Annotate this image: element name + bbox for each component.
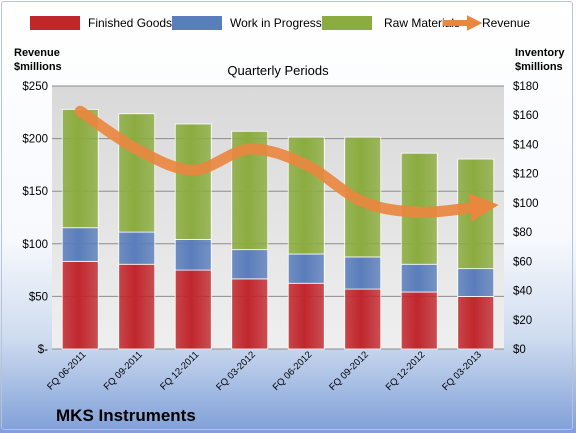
left-tick-label: $- xyxy=(38,344,48,356)
legend: Finished Goods Work in Progress Raw Mate… xyxy=(30,15,530,31)
bar-finished-goods xyxy=(174,269,212,350)
legend-swatch-work-in-progress xyxy=(172,16,222,30)
x-tick-label: FQ 12-2012 xyxy=(384,349,428,393)
right-tick-label: $60 xyxy=(513,256,532,268)
right-axis-ticks: $0 $20 $40 $60 $80 $100 $120 $140 $160 $180 xyxy=(513,81,539,356)
legend-swatch-finished-goods xyxy=(30,16,80,30)
bar-work-in-progress xyxy=(174,239,212,271)
right-tick-label: $40 xyxy=(513,286,532,298)
right-tick-label: $20 xyxy=(513,315,532,327)
company-name: MKS Instruments xyxy=(56,406,196,425)
left-tick-label: $200 xyxy=(22,134,48,146)
right-tick-label: $120 xyxy=(513,169,539,181)
bar-finished-goods xyxy=(118,263,156,350)
x-tick-label: FQ 12-2011 xyxy=(158,349,201,392)
bar-raw-materials xyxy=(61,108,99,229)
legend-label-finished-goods: Finished Goods xyxy=(88,16,172,30)
bar-finished-goods xyxy=(457,295,495,350)
revenue-series-line xyxy=(74,105,499,222)
right-axis-title-line2: $millions xyxy=(515,61,563,73)
bar-work-in-progress xyxy=(287,253,325,284)
right-axis-title-line1: Inventory xyxy=(515,47,565,59)
bar-finished-goods xyxy=(400,291,438,350)
x-tick-label: FQ 09-2011 xyxy=(102,349,145,392)
bar-finished-goods xyxy=(287,282,325,350)
bar-work-in-progress xyxy=(344,256,382,290)
legend-label-revenue: Revenue xyxy=(482,16,530,30)
bars xyxy=(61,108,495,350)
x-tick-label: FQ 06-2011 xyxy=(45,349,88,392)
right-tick-label: $0 xyxy=(513,344,526,356)
left-axis-title-line1: Revenue xyxy=(14,47,60,59)
right-tick-label: $140 xyxy=(513,139,539,151)
bar-finished-goods xyxy=(344,288,382,350)
right-tick-label: $100 xyxy=(513,198,539,210)
bar-work-in-progress xyxy=(231,249,269,280)
left-tick-label: $50 xyxy=(29,291,48,303)
x-axis-ticks: FQ 06-2011 FQ 09-2011 FQ 12-2011 FQ 03-2012… xyxy=(45,349,484,393)
legend-label-work-in-progress: Work in Progress xyxy=(230,16,322,30)
legend-swatch-raw-materials xyxy=(322,16,372,30)
left-tick-label: $100 xyxy=(22,239,48,251)
revenue-line xyxy=(74,105,499,222)
bar-work-in-progress xyxy=(61,227,99,262)
bar-work-in-progress xyxy=(400,263,438,293)
bar-raw-materials xyxy=(118,113,156,233)
x-tick-label: FQ 03-2012 xyxy=(214,349,258,393)
right-tick-label: $160 xyxy=(513,110,539,122)
bar-work-in-progress xyxy=(118,231,156,265)
bar-work-in-progress xyxy=(457,268,495,297)
x-tick-label: FQ 06-2012 xyxy=(271,349,315,393)
left-axis-title-line2: $millions xyxy=(14,61,62,73)
bar-finished-goods xyxy=(61,260,99,350)
left-axis-ticks: $- $50 $100 $150 $200 $250 xyxy=(22,81,48,356)
legend-label-raw-materials: Raw Materials xyxy=(384,16,460,30)
x-tick-label: FQ 09-2012 xyxy=(327,349,371,393)
chart-subtitle: Quarterly Periods xyxy=(227,63,329,78)
bar-raw-materials xyxy=(174,123,212,240)
right-tick-label: $80 xyxy=(513,227,532,239)
left-tick-label: $250 xyxy=(22,81,48,93)
x-tick-label: FQ 03-2013 xyxy=(440,349,484,393)
left-tick-label: $150 xyxy=(22,186,48,198)
right-tick-label: $180 xyxy=(513,81,539,93)
bar-finished-goods xyxy=(231,278,269,350)
